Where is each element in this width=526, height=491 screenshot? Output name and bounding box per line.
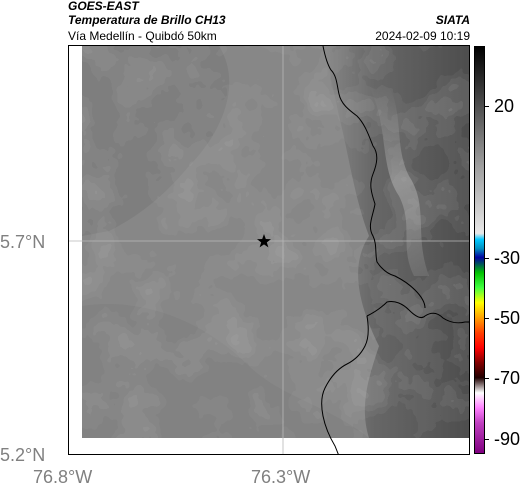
department-border [366,301,469,324]
figure-subtitle: Temperatura de Brillo CH13 [68,13,226,27]
colorbar-tick [485,106,489,108]
longitude-label: 76.8°W [33,467,93,487]
department-border [322,46,426,309]
longitude-label: 76.3°W [251,467,311,487]
colorbar-label: -90 [494,428,521,449]
organization-label: SIATA [435,13,470,27]
cloud-texture [82,46,469,438]
timestamp-label: 2024-02-09 10:19 [375,29,470,43]
star-icon[interactable] [257,234,271,248]
department-border [321,315,369,454]
colorbar-label: -50 [494,308,521,328]
no-data-strip-bottom [69,438,469,454]
colorbar-label: 20 [494,96,515,117]
latitude-label: 5.2°N [0,445,46,465]
colorbar-tick [485,257,489,259]
colorbar-tick [485,378,489,380]
colorbar-tick [485,318,489,319]
figure-title: GOES-EAST [68,0,139,13]
no-data-strip-right [469,46,470,455]
colorbar-label: -30 [494,247,521,268]
latitude-label: 5.7°N [0,232,46,252]
colorbar-label: -70 [494,368,521,389]
map-panel[interactable] [68,45,470,455]
map-canvas [69,46,470,455]
temperature-colorbar [474,46,485,454]
route-label: Vía Medellín - Quibdó 50km [68,29,217,43]
colorbar-tick [485,438,489,440]
